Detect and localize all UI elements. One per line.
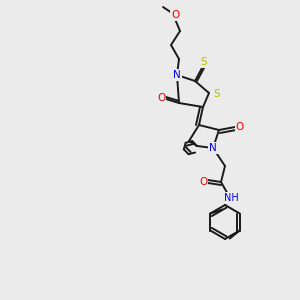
Text: N: N — [209, 143, 217, 153]
Text: S: S — [201, 57, 207, 67]
Text: NH: NH — [224, 193, 238, 203]
Text: O: O — [236, 122, 244, 132]
Text: S: S — [214, 89, 220, 99]
Text: O: O — [157, 93, 165, 103]
Text: O: O — [199, 177, 207, 187]
Text: N: N — [173, 70, 181, 80]
Text: O: O — [171, 10, 179, 20]
